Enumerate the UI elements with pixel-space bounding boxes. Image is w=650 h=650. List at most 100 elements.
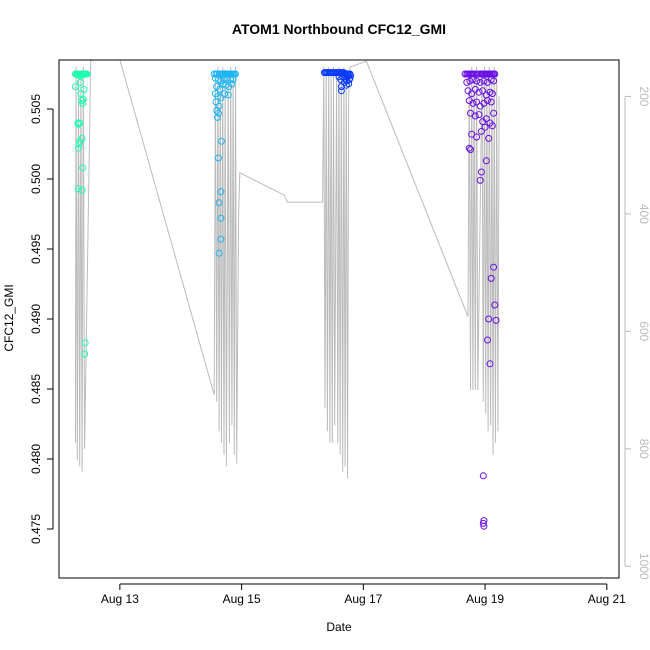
y-tick-label: 0.480 [29, 444, 43, 474]
data-point [488, 122, 496, 130]
data-point [75, 144, 82, 152]
data-point [215, 249, 223, 257]
data-point [71, 83, 79, 91]
data-point [75, 140, 83, 148]
right-axis-tick-label: 600 [637, 321, 650, 341]
data-point [215, 154, 222, 162]
data-point [83, 70, 91, 78]
data-point [477, 168, 485, 176]
data-point [492, 316, 500, 324]
data-point [81, 339, 89, 347]
x-tick-label: Aug 13 [101, 592, 139, 606]
right-axis-tick-label: 800 [637, 439, 650, 459]
data-point [488, 90, 496, 98]
data-point [77, 90, 85, 98]
data-point [232, 70, 239, 78]
data-point [467, 146, 474, 154]
data-point [479, 519, 487, 527]
axes-layer: Aug 13 Aug 15 Aug 17 Aug 19 Aug 21 0.475 0.480… [29, 86, 650, 606]
data-point [469, 99, 477, 107]
x-tick-label: Aug 17 [344, 592, 382, 606]
y-tick-label: 0.495 [29, 234, 43, 264]
chart-title: ATOM1 Northbound CFC12_GMI [232, 21, 446, 37]
data-point [217, 235, 225, 243]
data-point [477, 127, 485, 135]
data-point [490, 109, 498, 117]
data-point [215, 109, 222, 117]
data-point [473, 77, 481, 85]
data-point [490, 263, 498, 271]
data-point [485, 315, 493, 323]
data-point [486, 360, 494, 368]
x-axis-label: Date [326, 620, 352, 634]
plot-frame [58, 59, 620, 579]
x-tick-label: Aug 19 [466, 592, 504, 606]
data-point [80, 85, 88, 93]
data-point [491, 70, 499, 78]
data-point [469, 76, 477, 84]
data-point [471, 112, 479, 120]
data-point [491, 301, 499, 309]
data-point [479, 472, 487, 480]
data-point [218, 137, 225, 145]
data-point [484, 336, 491, 344]
data-point [468, 90, 476, 98]
data-point [347, 71, 355, 79]
data-points-layer [71, 69, 500, 530]
data-point [479, 87, 487, 95]
data-point [465, 144, 473, 152]
data-point [75, 120, 82, 128]
y-tick-label: 0.485 [29, 374, 43, 404]
y-tick-label: 0.490 [29, 304, 43, 334]
data-point [337, 83, 345, 91]
data-point [473, 98, 481, 106]
data-point [337, 87, 345, 95]
y-axis-label: CFC12_GMI [2, 284, 16, 351]
x-tick-label: Aug 15 [223, 592, 261, 606]
data-point [475, 88, 483, 96]
data-point [227, 76, 235, 84]
data-point [76, 137, 84, 145]
data-point [78, 186, 86, 194]
altitude-profile-layer [74, 59, 500, 479]
data-point [217, 94, 225, 102]
data-point [476, 176, 484, 184]
right-axis-tick-label: 400 [637, 204, 650, 224]
data-point [221, 90, 229, 98]
data-point [482, 157, 490, 165]
data-point [345, 80, 353, 88]
data-point [345, 76, 353, 84]
y-tick-label: 0.475 [29, 514, 43, 544]
data-point [78, 97, 86, 105]
data-point [76, 119, 84, 127]
data-point [480, 77, 488, 85]
data-point [487, 274, 495, 282]
data-point [216, 85, 224, 93]
data-point [485, 134, 493, 142]
right-axis-tick-label: 1000 [637, 553, 650, 580]
data-point [473, 133, 481, 141]
data-point [217, 188, 225, 196]
data-point [217, 214, 225, 222]
data-point [481, 123, 489, 131]
altitude-profile-line [74, 59, 500, 479]
data-point [490, 77, 498, 85]
data-point [76, 78, 84, 86]
y-tick-label: 0.500 [29, 164, 43, 194]
data-point [480, 522, 488, 530]
data-point [482, 115, 490, 123]
data-point [484, 97, 491, 105]
data-point [229, 76, 237, 84]
data-point [213, 113, 221, 121]
data-point [75, 185, 82, 193]
data-point [487, 98, 495, 106]
data-point [215, 199, 223, 207]
data-point [79, 95, 87, 103]
y-tick-label: 0.505 [29, 94, 43, 124]
data-point [475, 111, 483, 119]
data-point [81, 350, 89, 358]
right-axis-tick-label: 200 [637, 86, 650, 106]
data-point [79, 164, 87, 172]
x-tick-label: Aug 21 [588, 592, 626, 606]
